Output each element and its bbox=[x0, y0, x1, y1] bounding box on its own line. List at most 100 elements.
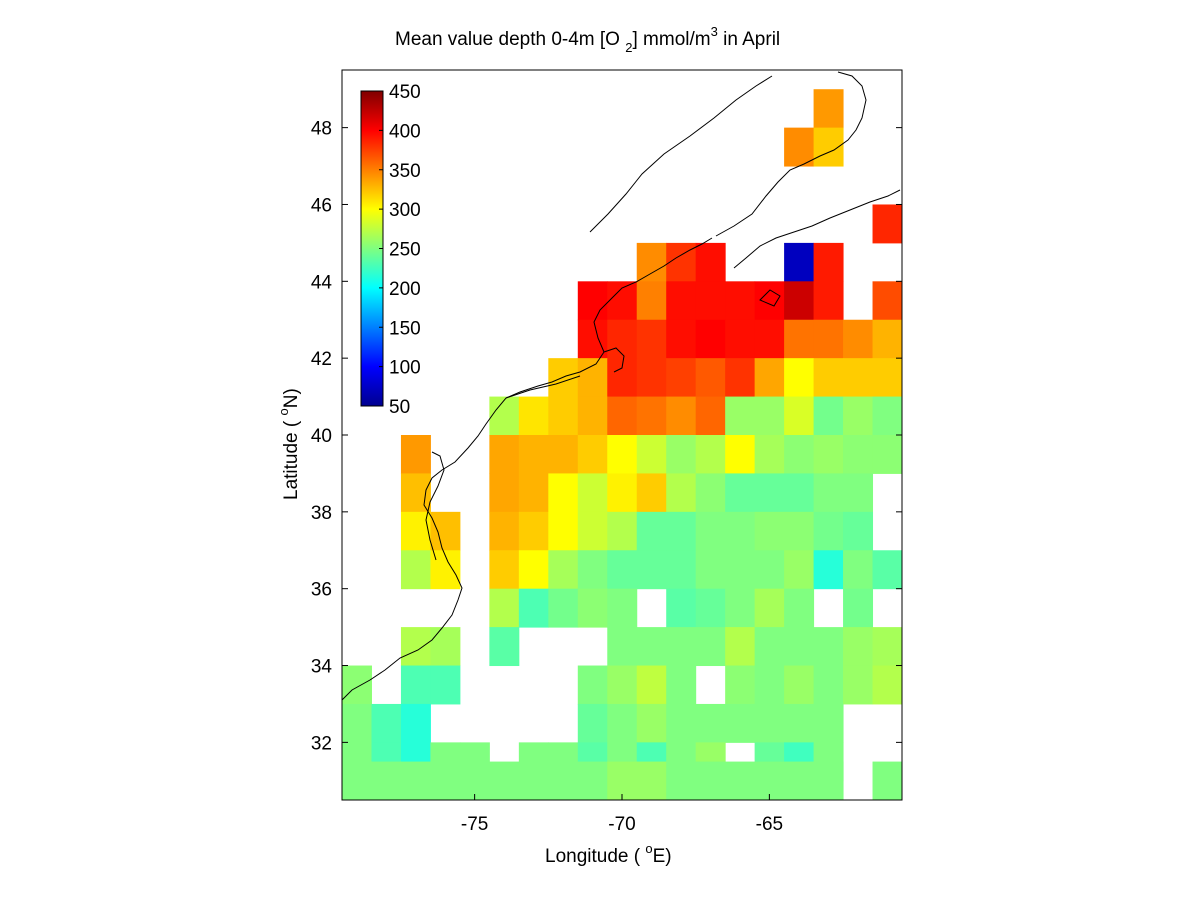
heatmap-cell bbox=[784, 627, 815, 667]
heatmap-cell bbox=[489, 435, 520, 474]
heatmap-cell bbox=[872, 358, 903, 398]
heatmap-cell bbox=[784, 396, 815, 436]
heatmap-cell bbox=[725, 281, 756, 321]
title-subscript: 2 bbox=[625, 40, 632, 55]
colorbar-tick-label: 400 bbox=[389, 121, 421, 142]
ylabel-end: N) bbox=[281, 388, 302, 408]
ylabel-main: Latitude ( bbox=[281, 416, 302, 501]
heatmap-cell bbox=[577, 358, 608, 398]
heatmap-cell bbox=[489, 550, 520, 590]
y-tick-label: 38 bbox=[311, 503, 332, 524]
heatmap-cell bbox=[725, 588, 756, 628]
heatmap-cell bbox=[607, 627, 638, 667]
heatmap-cell bbox=[666, 319, 697, 359]
heatmap-cell bbox=[754, 435, 785, 474]
y-tick-label: 48 bbox=[311, 119, 332, 140]
heatmap-cell bbox=[754, 550, 785, 590]
x-tick-label: -70 bbox=[608, 814, 635, 835]
heatmap-cell bbox=[813, 627, 844, 667]
y-tick-label: 40 bbox=[311, 426, 332, 447]
heatmap-cell bbox=[872, 204, 903, 244]
colorbar-tick-label: 150 bbox=[389, 318, 421, 339]
heatmap-cell bbox=[577, 550, 608, 590]
y-axis-label: Latitude ( oN) bbox=[276, 388, 302, 500]
heatmap-cell bbox=[754, 703, 785, 743]
heatmap-cell bbox=[725, 627, 756, 667]
heatmap-cell bbox=[843, 511, 874, 551]
heatmap-cell bbox=[784, 665, 815, 705]
heatmap-cell bbox=[695, 396, 726, 436]
heatmap-cell bbox=[577, 761, 608, 801]
heatmap-cell bbox=[548, 761, 579, 801]
coastline bbox=[341, 71, 901, 701]
heatmap-cell bbox=[577, 319, 608, 359]
heatmap-cell bbox=[666, 588, 697, 628]
y-tick-label: 36 bbox=[311, 580, 332, 601]
heatmap-cell bbox=[400, 550, 431, 590]
heatmap-cell bbox=[784, 473, 815, 513]
heatmap-cell bbox=[342, 665, 372, 705]
heatmap-cell bbox=[725, 511, 756, 551]
heatmap-cell bbox=[754, 511, 785, 551]
heatmap-cell bbox=[843, 473, 874, 513]
heatmap-cell bbox=[636, 242, 667, 282]
heatmap-cell bbox=[784, 588, 815, 628]
heatmap-cell bbox=[489, 761, 520, 801]
heatmap-cell bbox=[548, 550, 579, 590]
heatmap-cell bbox=[518, 550, 549, 590]
heatmap-cell bbox=[872, 319, 903, 359]
heatmap-cell bbox=[577, 281, 608, 321]
long-island bbox=[505, 375, 581, 399]
xlabel-end: E) bbox=[653, 846, 672, 867]
heatmap-cell bbox=[813, 665, 844, 705]
heatmap-cell bbox=[784, 550, 815, 590]
heatmap-cell bbox=[666, 703, 697, 743]
heatmap-cell bbox=[489, 396, 520, 436]
heatmap-cell bbox=[784, 127, 815, 167]
heatmap-cell bbox=[843, 665, 874, 705]
title-superscript: 3 bbox=[711, 24, 718, 39]
heatmap-cell bbox=[813, 435, 844, 474]
heatmap-cell bbox=[725, 473, 756, 513]
heatmap-cell bbox=[607, 319, 638, 359]
heatmap-cell bbox=[636, 627, 667, 667]
heatmap-cell bbox=[872, 761, 903, 801]
colorbar-tick-label: 250 bbox=[389, 240, 421, 261]
heatmap-cell bbox=[725, 435, 756, 474]
heatmap-cell bbox=[607, 665, 638, 705]
heatmap-cell bbox=[577, 588, 608, 628]
heatmap-cell bbox=[666, 761, 697, 801]
heatmap-cell bbox=[489, 627, 520, 667]
heatmap-cell bbox=[666, 665, 697, 705]
heatmap-cell bbox=[695, 281, 726, 321]
heatmap-cell bbox=[843, 588, 874, 628]
heatmap-cell bbox=[695, 550, 726, 590]
heatmap-cell bbox=[607, 703, 638, 743]
heatmap-cell bbox=[577, 511, 608, 551]
ylabel-superscript: o bbox=[276, 408, 291, 415]
heatmap-cell bbox=[518, 473, 549, 513]
heatmap-cell bbox=[843, 550, 874, 590]
heatmap-cell bbox=[371, 761, 402, 801]
heatmap-cell bbox=[607, 511, 638, 551]
heatmap-cell bbox=[813, 473, 844, 513]
title-unit: ] mmol/m bbox=[632, 29, 710, 50]
heatmap-cell bbox=[754, 473, 785, 513]
heatmap-cell bbox=[813, 242, 844, 282]
heatmap-cell bbox=[548, 588, 579, 628]
heatmap-cell bbox=[695, 319, 726, 359]
heatmap-cell bbox=[666, 627, 697, 667]
heatmap-cell bbox=[518, 511, 549, 551]
heatmap-cell bbox=[607, 396, 638, 436]
heatmap-cell bbox=[636, 761, 667, 801]
heatmap-cell bbox=[518, 588, 549, 628]
x-axis-label: Longitude ( oE) bbox=[545, 841, 672, 867]
colorbar-tick-label: 100 bbox=[389, 358, 421, 379]
heatmap-cell bbox=[872, 435, 903, 474]
heatmap-cell bbox=[548, 511, 579, 551]
heatmap-cell bbox=[843, 358, 874, 398]
heatmap-cell bbox=[666, 473, 697, 513]
heatmap-cell bbox=[843, 435, 874, 474]
y-tick-label: 42 bbox=[311, 349, 332, 370]
